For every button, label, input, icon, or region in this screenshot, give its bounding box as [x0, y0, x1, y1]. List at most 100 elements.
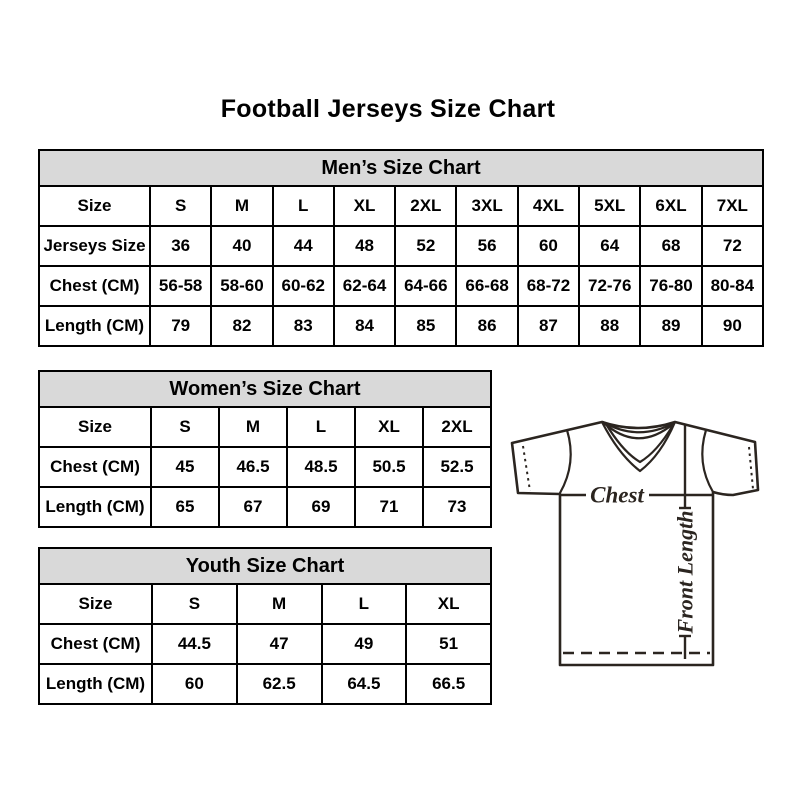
table-row: Chest (CM) 45 46.5 48.5 50.5 52.5: [38, 446, 492, 488]
left-cuff-stitch-line: [522, 445, 531, 492]
women-section-title: Women’s Size Chart: [38, 370, 492, 408]
data-cell: 56: [455, 225, 519, 267]
data-cell: 66.5: [405, 663, 492, 705]
row-label-cell: Size: [38, 583, 153, 625]
row-label-cell: Length (CM): [38, 305, 151, 347]
data-cell: 72-76: [578, 265, 642, 307]
table-row: Size S M L XL 2XL 3XL 4XL 5XL 6XL 7XL: [38, 185, 765, 227]
table-header-row: Youth Size Chart: [38, 547, 492, 585]
data-cell: 71: [354, 486, 424, 528]
size-header-cell: L: [271, 185, 335, 227]
size-header-cell: 5XL: [578, 185, 642, 227]
table-header-row: Men’s Size Chart: [38, 149, 764, 187]
data-cell: 86: [455, 305, 519, 347]
women-size-table: Women’s Size Chart Size S M L XL 2XL Chest (CM)…: [38, 370, 492, 528]
data-cell: 49: [320, 623, 408, 665]
row-label-cell: Size: [38, 185, 151, 227]
row-label-cell: Chest (CM): [38, 623, 153, 665]
data-cell: 52.5: [422, 446, 492, 488]
jersey-outline: [510, 420, 760, 667]
data-cell: 87: [516, 305, 581, 347]
data-cell: 85: [394, 305, 458, 347]
data-cell: 51: [405, 623, 492, 665]
youth-size-chart: Youth Size Chart Size S M L XL Chest (CM) 44.5 4…: [38, 547, 492, 705]
data-cell: 82: [210, 305, 274, 347]
collar-back-arc-outer: [601, 420, 676, 434]
row-label-cell: Length (CM): [38, 663, 153, 705]
data-cell: 56-58: [148, 265, 213, 307]
men-section-title: Men’s Size Chart: [38, 149, 764, 187]
row-label-cell: Jerseys Size: [38, 225, 151, 267]
chest-measure-label: Chest: [590, 483, 644, 508]
right-armhole-seam: [701, 428, 715, 494]
data-cell: 44: [271, 225, 335, 267]
data-cell: 64-66: [394, 265, 458, 307]
data-cell: 90: [700, 305, 765, 347]
table-row: Length (CM) 65 67 69 71 73: [38, 486, 492, 528]
left-armhole-seam: [558, 428, 572, 495]
data-cell: 68: [639, 225, 703, 267]
data-cell: 58-60: [210, 265, 274, 307]
size-header-cell: XL: [405, 583, 492, 625]
data-cell: 68-72: [516, 265, 581, 307]
size-header-cell: 3XL: [455, 185, 519, 227]
womens-size-chart: Women’s Size Chart Size S M L XL 2XL Chest (CM)…: [38, 370, 492, 528]
youth-section-title: Youth Size Chart: [38, 547, 492, 585]
table-row: Length (CM) 79 82 83 84 85 86 87 88 89 90: [38, 305, 765, 347]
row-label-cell: Length (CM): [38, 486, 152, 528]
front-length-measure-label: Front Length: [673, 511, 698, 635]
right-cuff-stitch-line: [748, 446, 754, 490]
size-header-cell: M: [235, 583, 323, 625]
row-label-cell: Chest (CM): [38, 265, 151, 307]
size-header-cell: S: [150, 406, 220, 448]
data-cell: 64.5: [320, 663, 408, 705]
data-cell: 89: [639, 305, 703, 347]
data-cell: 44.5: [151, 623, 238, 665]
size-header-cell: 2XL: [422, 406, 492, 448]
data-cell: 72: [700, 225, 765, 267]
size-header-cell: 7XL: [700, 185, 765, 227]
size-header-cell: M: [210, 185, 274, 227]
table-header-row: Women’s Size Chart: [38, 370, 492, 408]
mens-size-chart: Men’s Size Chart Size S M L XL 2XL 3XL 4XL 5XL 6XL…: [38, 149, 765, 347]
data-cell: 62-64: [332, 265, 397, 307]
size-header-cell: M: [218, 406, 288, 448]
table-row: Length (CM) 60 62.5 64.5 66.5: [38, 663, 492, 705]
page-title: Football Jerseys Size Chart: [220, 95, 556, 123]
data-cell: 40: [210, 225, 274, 267]
table-row: Jerseys Size 36 40 44 48 52 56 60 64 68 72: [38, 225, 765, 267]
table-row: Size S M L XL 2XL: [38, 406, 492, 448]
data-cell: 60-62: [271, 265, 335, 307]
men-size-table: Men’s Size Chart Size S M L XL 2XL 3XL 4XL 5XL 6XL…: [38, 149, 765, 347]
data-cell: 48.5: [286, 446, 356, 488]
size-header-cell: 4XL: [516, 185, 581, 227]
data-cell: 79: [148, 305, 213, 347]
data-cell: 83: [271, 305, 335, 347]
data-cell: 60: [516, 225, 581, 267]
size-header-cell: XL: [354, 406, 424, 448]
size-header-cell: S: [151, 583, 238, 625]
youth-size-table: Youth Size Chart Size S M L XL Chest (CM) 44.5 4…: [38, 547, 492, 705]
data-cell: 64: [578, 225, 642, 267]
data-cell: 50.5: [354, 446, 424, 488]
collar-back-arc-inner: [602, 421, 675, 440]
data-cell: 88: [578, 305, 642, 347]
row-label-cell: Chest (CM): [38, 446, 152, 488]
data-cell: 52: [394, 225, 458, 267]
data-cell: 46.5: [218, 446, 288, 488]
data-cell: 69: [286, 486, 356, 528]
data-cell: 47: [235, 623, 323, 665]
size-header-cell: XL: [332, 185, 397, 227]
data-cell: 84: [332, 305, 397, 347]
data-cell: 60: [151, 663, 238, 705]
data-cell: 62.5: [235, 663, 323, 705]
table-row: Size S M L XL: [38, 583, 492, 625]
table-row: Chest (CM) 56-58 58-60 60-62 62-64 64-66 66-68…: [38, 265, 765, 307]
data-cell: 36: [148, 225, 213, 267]
data-cell: 80-84: [700, 265, 765, 307]
size-header-cell: L: [320, 583, 408, 625]
data-cell: 67: [218, 486, 288, 528]
size-header-cell: 6XL: [639, 185, 703, 227]
vneck-outer-line: [600, 420, 677, 473]
jersey-measurement-diagram: Chest Front Length: [510, 420, 760, 667]
